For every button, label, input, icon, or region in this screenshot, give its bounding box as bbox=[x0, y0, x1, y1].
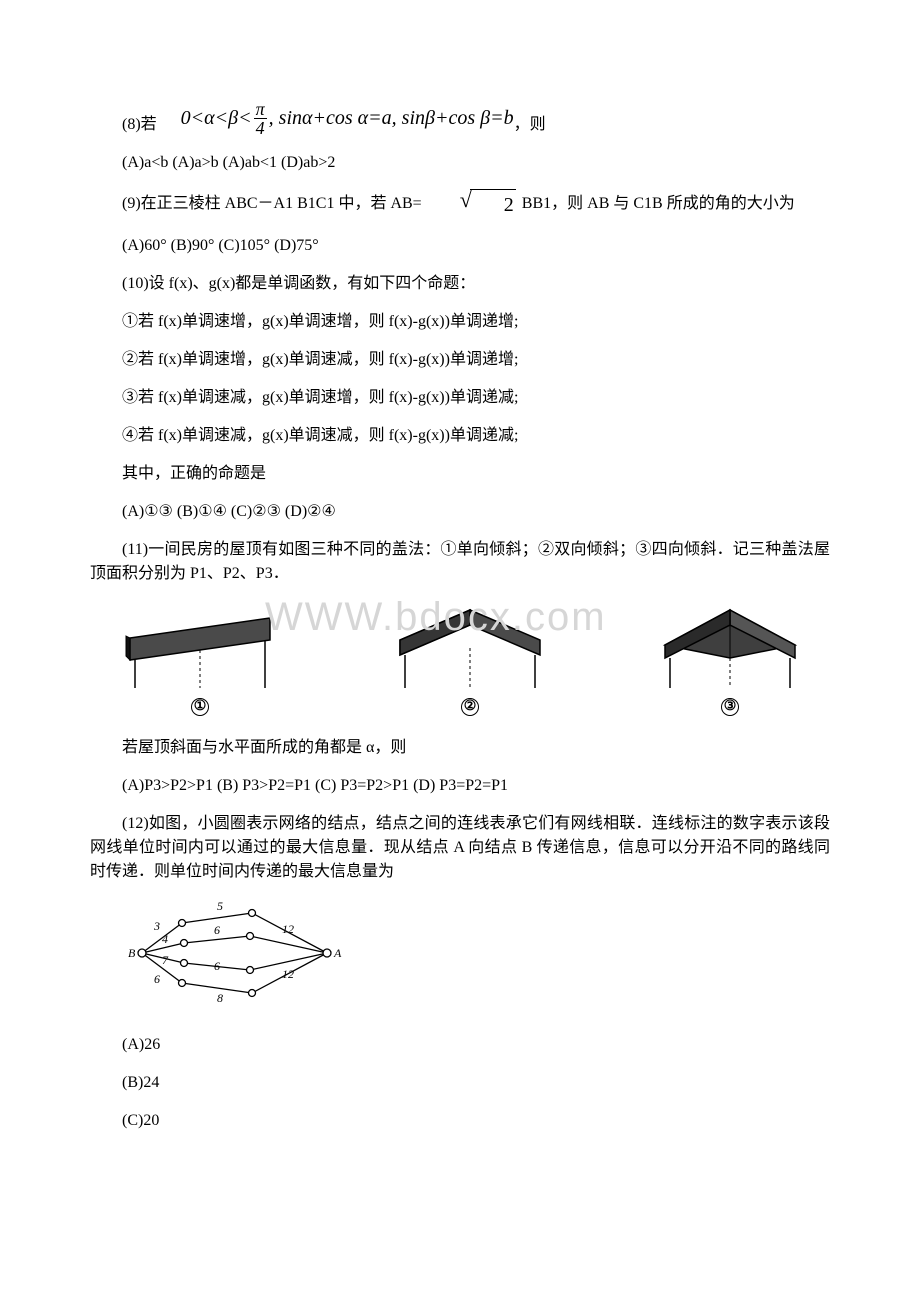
q10-options: (A)①③ (B)①④ (C)②③ (D)②④ bbox=[90, 500, 830, 524]
q10-intro: (10)设 f(x)、g(x)都是单调函数，有如下四个命题： bbox=[90, 272, 830, 296]
svg-text:6: 6 bbox=[214, 923, 220, 937]
roof-1-label: ① bbox=[191, 698, 209, 716]
q9-text: (9)在正三棱柱 ABC－A1 B1C1 中，若 AB= √2 BB1，则 AB… bbox=[90, 189, 830, 220]
roof-diagrams: ① ② ③ bbox=[100, 600, 820, 716]
q8-options: (A)a<b (A)a>b (A)ab<1 (D)ab>2 bbox=[90, 151, 830, 175]
q10-s3: ③若 f(x)单调速减，g(x)单调速增，则 f(x)-g(x))单调递减; bbox=[90, 386, 830, 410]
roof-2: ② bbox=[380, 600, 560, 716]
svg-text:12: 12 bbox=[282, 967, 294, 981]
svg-text:6: 6 bbox=[214, 959, 220, 973]
svg-text:5: 5 bbox=[217, 899, 223, 913]
svg-text:3: 3 bbox=[153, 919, 160, 933]
q9-text-b: BB1，则 AB 与 C1B 所成的角的大小为 bbox=[522, 195, 795, 212]
svg-text:8: 8 bbox=[217, 991, 223, 1005]
q10-s4: ④若 f(x)单调速减，g(x)单调速减，则 f(x)-g(x))单调递减; bbox=[90, 424, 830, 448]
q12-optA: (A)26 bbox=[90, 1033, 830, 1057]
network-diagram: B A 3 5 4 6 12 7 6 12 6 8 bbox=[122, 898, 830, 1013]
q10-mid: 其中，正确的命题是 bbox=[90, 462, 830, 486]
q8-formula-line: (8)若 0<α<β< π4 , sinα+cos α=a, sinβ+cos … bbox=[90, 100, 830, 137]
node-A-label: A bbox=[333, 946, 342, 960]
svg-text:7: 7 bbox=[162, 953, 169, 967]
network-icon: B A 3 5 4 6 12 7 6 12 6 8 bbox=[122, 898, 362, 1008]
node-B-label: B bbox=[128, 946, 136, 960]
svg-text:6: 6 bbox=[154, 972, 160, 986]
roof-2-icon bbox=[380, 600, 560, 690]
roof-3: ③ bbox=[640, 600, 820, 716]
q9-text-a: (9)在正三棱柱 ABC－A1 B1C1 中，若 AB= bbox=[122, 195, 422, 212]
q11-text1: (11)一间民房的屋顶有如图三种不同的盖法：①单向倾斜；②双向倾斜；③四向倾斜．… bbox=[90, 538, 830, 586]
roof-1-icon bbox=[100, 600, 300, 690]
q8-suffix: ，则 bbox=[514, 113, 546, 137]
q10-s1: ①若 f(x)单调速增，g(x)单调速增，则 f(x)-g(x))单调递增; bbox=[90, 310, 830, 334]
roof-3-icon bbox=[640, 600, 820, 690]
q8-prefix: (8)若 bbox=[90, 113, 157, 137]
roof-1: ① bbox=[100, 600, 300, 716]
q12-optC: (C)20 bbox=[90, 1109, 830, 1133]
q10-s2: ②若 f(x)单调速增，g(x)单调速减，则 f(x)-g(x))单调递增; bbox=[90, 348, 830, 372]
roof-2-label: ② bbox=[461, 698, 479, 716]
sqrt-2-icon: √2 bbox=[428, 189, 516, 220]
roof-3-label: ③ bbox=[721, 698, 739, 716]
q9-options: (A)60° (B)90° (C)105° (D)75° bbox=[90, 234, 830, 258]
q11-options: (A)P3>P2>P1 (B) P3>P2=P1 (C) P3=P2>P1 (D… bbox=[90, 774, 830, 798]
svg-text:4: 4 bbox=[162, 932, 168, 946]
q11-text2: 若屋顶斜面与水平面所成的角都是 α，则 bbox=[90, 736, 830, 760]
q12-text: (12)如图，小圆圈表示网络的结点，结点之间的连线表承它们有网线相联．连线标注的… bbox=[90, 812, 830, 884]
q12-optB: (B)24 bbox=[90, 1071, 830, 1095]
q8-formula: 0<α<β< π4 , sinα+cos α=a, sinβ+cos β=b bbox=[181, 100, 514, 137]
svg-text:12: 12 bbox=[282, 922, 294, 936]
